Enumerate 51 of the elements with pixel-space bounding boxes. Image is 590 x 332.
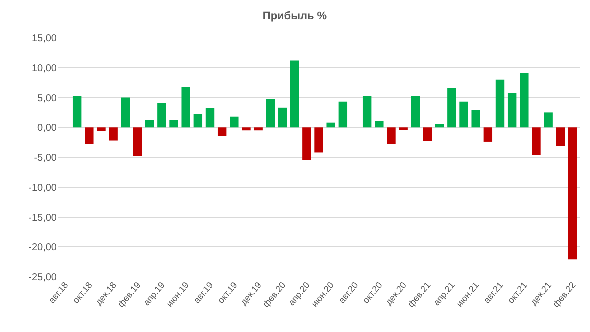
bar: [472, 110, 480, 128]
bar: [182, 87, 190, 128]
bar: [556, 128, 566, 146]
bar: [290, 60, 300, 128]
bar: [423, 128, 432, 142]
y-tick-label: -25,00: [28, 272, 58, 284]
bar: [97, 128, 106, 132]
y-tick-label: 0,00: [38, 123, 58, 134]
bar: [230, 116, 239, 128]
bar: [460, 102, 468, 128]
bar: [387, 128, 396, 144]
bar: [278, 108, 288, 128]
bar: [532, 128, 541, 156]
bar: [242, 128, 251, 131]
bar: [158, 103, 166, 128]
bar: [72, 96, 82, 128]
bar: [484, 128, 493, 142]
bar: [448, 88, 456, 128]
y-tick-label: -10,00: [28, 182, 58, 194]
bar: [568, 128, 578, 260]
bar: [133, 128, 142, 156]
bar: [326, 122, 336, 128]
bar: [109, 128, 118, 141]
y-tick-label: -20,00: [28, 242, 58, 254]
bar: [85, 128, 94, 144]
bar: [496, 80, 505, 128]
bar: [145, 120, 154, 128]
bar: [544, 112, 553, 128]
y-tick-label: -5,00: [34, 153, 58, 164]
bar: [121, 98, 130, 128]
bar: [254, 128, 263, 131]
bar: [206, 108, 215, 128]
bar: [194, 114, 203, 128]
bar: [375, 121, 384, 128]
y-tick-label: 15,00: [32, 34, 58, 44]
bar: [218, 128, 227, 136]
bar: [362, 96, 372, 128]
bar: [302, 128, 312, 160]
y-tick-label: -15,00: [28, 212, 58, 224]
bar: [314, 128, 324, 153]
bar: [520, 73, 529, 128]
bar: [411, 96, 420, 128]
bar: [435, 124, 444, 128]
bar: [170, 120, 178, 128]
bar: [338, 102, 348, 128]
chart-title: Прибыль %: [262, 10, 328, 22]
bar: [399, 128, 408, 130]
y-tick-label: 5,00: [38, 93, 58, 104]
bar: [508, 92, 517, 128]
y-tick-label: 10,00: [32, 63, 58, 74]
bar: [266, 98, 276, 128]
